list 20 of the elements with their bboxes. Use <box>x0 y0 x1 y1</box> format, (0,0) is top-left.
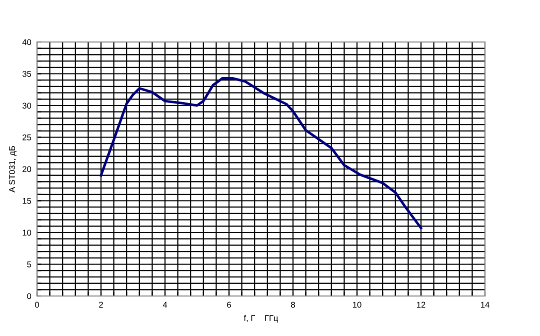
y-tick-label: 10 <box>22 230 32 236</box>
y-tick-label: 35 <box>22 70 32 77</box>
x-tick-label: 14 <box>481 302 490 308</box>
y-tick-label: 40 <box>22 39 32 46</box>
x-tick-label: 8 <box>291 302 295 308</box>
x-tick-label: 0 <box>35 302 39 308</box>
x-tick-label: 10 <box>353 302 362 308</box>
y-tick-label: 30 <box>22 102 32 109</box>
x-tick-label: 2 <box>99 302 103 308</box>
x-axis-title: f, Г ГГц <box>244 314 278 323</box>
x-tick-label: 12 <box>417 302 426 308</box>
y-axis-title: A ST031, дБ <box>9 146 17 192</box>
y-tick-label: 25 <box>22 134 32 140</box>
y-tick-label: 0 <box>27 293 32 300</box>
y-tick-label: 20 <box>22 166 32 172</box>
y-tick-label: 15 <box>22 198 32 204</box>
y-tick-label: 5 <box>27 262 32 268</box>
line-series <box>100 76 422 230</box>
x-tick-label: 4 <box>162 302 168 308</box>
x-tick-label: 6 <box>227 302 231 308</box>
